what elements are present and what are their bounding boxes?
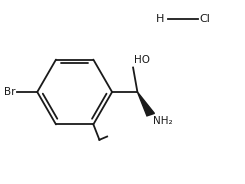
Text: Br: Br bbox=[4, 87, 16, 97]
Text: Cl: Cl bbox=[200, 14, 210, 24]
Polygon shape bbox=[137, 92, 154, 116]
Text: NH₂: NH₂ bbox=[153, 116, 173, 125]
Text: H: H bbox=[156, 14, 165, 24]
Text: HO: HO bbox=[134, 55, 150, 65]
